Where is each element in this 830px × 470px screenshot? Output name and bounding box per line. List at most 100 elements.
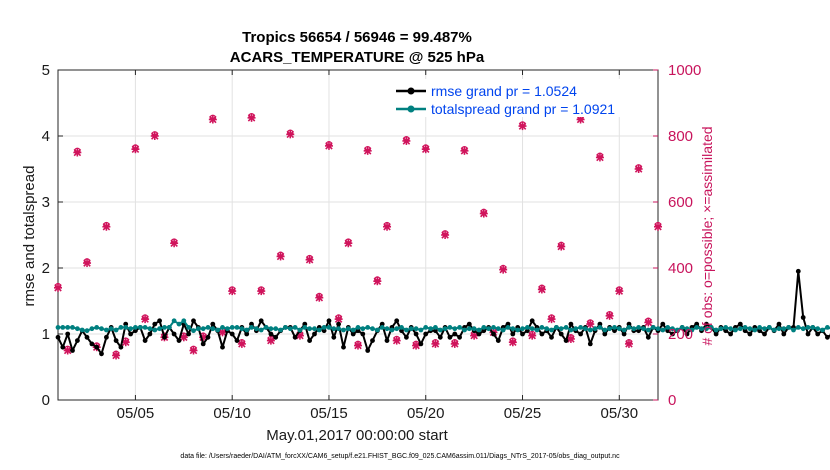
rmse-point: [495, 338, 501, 343]
totalspread-point: [636, 325, 641, 330]
rmse-point: [55, 334, 61, 340]
obs-assimilated-marker: [286, 130, 295, 139]
rmse-point: [210, 321, 216, 327]
rmse-point: [578, 331, 583, 337]
totalspread-point: [539, 325, 545, 330]
totalspread-point: [573, 326, 579, 332]
rmse-point: [757, 328, 762, 334]
rmse-point: [191, 318, 196, 324]
obs-assimilated-marker: [63, 346, 72, 355]
rmse-point: [331, 334, 337, 340]
totalspread-point: [592, 326, 598, 332]
totalspread-point: [704, 326, 709, 332]
obs-assimilated-marker: [402, 136, 411, 145]
totalspread-point: [471, 326, 477, 332]
rmse-point: [307, 338, 312, 343]
totalspread-point: [423, 325, 429, 330]
rmse-point: [795, 268, 801, 274]
obs-assimilated-marker: [557, 242, 566, 251]
obs-assimilated-marker: [208, 115, 217, 124]
totalspread-point: [583, 326, 588, 332]
totalspread-point: [55, 325, 61, 330]
totalspread-point: [500, 327, 506, 333]
series-lines: [55, 268, 830, 357]
rmse-point: [60, 344, 66, 350]
totalspread-point: [795, 325, 801, 330]
totalspread-point: [723, 325, 729, 330]
totalspread-point: [437, 327, 443, 333]
rmse-point: [312, 331, 317, 337]
rmse-point: [118, 344, 124, 350]
y-axis-label: rmse and totalspread: [21, 166, 38, 307]
rmse-point: [128, 331, 134, 337]
rmse-point: [800, 315, 806, 320]
totalspread-point: [607, 326, 612, 332]
rmse-point: [529, 318, 535, 324]
rmse-point: [621, 331, 627, 337]
rmse-point: [747, 331, 753, 337]
rmse-point: [665, 328, 671, 334]
obs-assimilated-marker: [441, 231, 450, 239]
totalspread-point: [491, 325, 496, 330]
totalspread-point: [452, 326, 458, 332]
totalspread-point: [229, 325, 235, 330]
totalspread-point: [752, 327, 758, 333]
rmse-point: [684, 331, 690, 337]
rmse-point: [186, 331, 192, 337]
totalspread-point: [515, 327, 521, 333]
obs-assimilated-marker: [73, 148, 82, 157]
grid-lines: [58, 70, 658, 400]
rmse-point: [94, 344, 100, 350]
totalspread-point: [481, 325, 487, 330]
rmse-point: [321, 328, 327, 334]
y-right-tick-label: 600: [668, 194, 693, 211]
obs-assimilated-marker: [566, 334, 575, 343]
rmse-point: [205, 334, 211, 340]
totalspread-point: [186, 325, 192, 330]
x-tick-label: 05/20: [407, 405, 445, 422]
totalspread-point: [108, 326, 114, 332]
y-tick-label: 1: [42, 326, 50, 343]
rmse-point: [781, 331, 787, 337]
rmse-point: [355, 328, 361, 334]
totalspread-point: [60, 325, 66, 330]
totalspread-point: [118, 325, 124, 330]
rmse-point: [520, 331, 525, 337]
obs-assimilated-marker: [644, 318, 653, 327]
totalspread-point: [104, 327, 109, 333]
totalspread-point: [529, 326, 535, 332]
rmse-point: [728, 331, 733, 337]
rmse-point: [723, 328, 729, 334]
rmse-point: [539, 331, 545, 337]
obs-assimilated-marker: [624, 339, 633, 348]
totalspread-point: [457, 325, 462, 330]
obs-assimilated-marker: [615, 287, 624, 296]
totalspread-point: [447, 325, 453, 330]
totalspread-point: [137, 325, 143, 330]
legend-box: [392, 79, 650, 117]
obs-assimilated-marker: [315, 293, 324, 302]
rmse-point: [379, 321, 385, 327]
obs-assimilated-marker: [421, 145, 430, 154]
rmse-point: [418, 341, 424, 347]
legend-spread-marker: [407, 105, 415, 113]
obs-assimilated-marker: [276, 252, 285, 261]
totalspread-point: [520, 326, 525, 332]
rmse-point: [220, 344, 225, 350]
chart-title: Tropics 56654 / 56946 = 99.487%: [242, 29, 472, 46]
obs-assimilated-marker: [383, 222, 392, 231]
totalspread-point: [181, 318, 187, 324]
obs-assimilated-marker: [373, 277, 382, 286]
rmse-point: [123, 321, 129, 327]
totalspread-point: [128, 326, 134, 332]
rmse-point: [113, 338, 119, 343]
obs-assimilated-marker: [112, 351, 121, 360]
totalspread-point: [234, 325, 240, 330]
rmse-point: [713, 331, 719, 337]
totalspread-point: [742, 325, 748, 330]
totalspread-point: [486, 326, 491, 332]
x-axis-ticks: 05/05 05/10 05/15 05/20 05/25 05/30: [117, 70, 638, 422]
totalspread-point: [263, 325, 269, 330]
obs-assimilated-marker: [179, 333, 188, 342]
totalspread-point: [689, 327, 695, 333]
